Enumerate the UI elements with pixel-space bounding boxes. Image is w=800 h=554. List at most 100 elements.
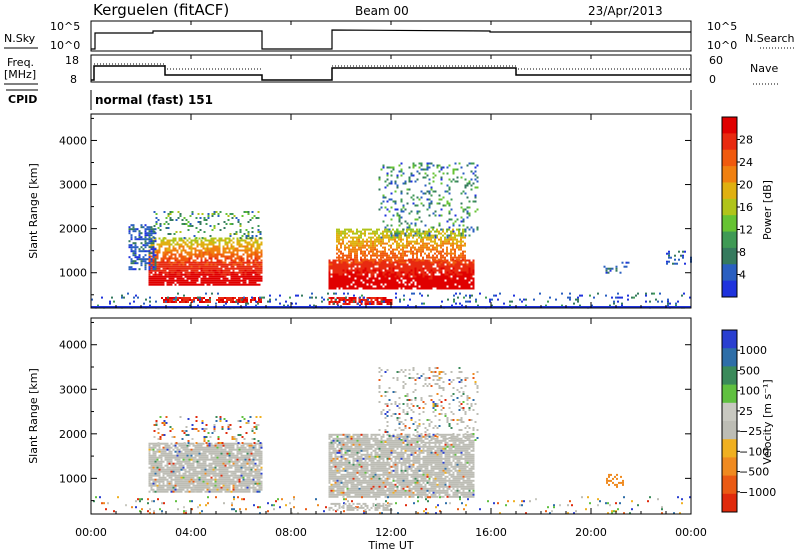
- echo-cell: [190, 261, 193, 264]
- echo-cell: [356, 250, 358, 253]
- echo-cell: [164, 261, 167, 264]
- echo-cell: [169, 217, 172, 219]
- echo-cell: [340, 267, 343, 270]
- echo-cell: [164, 241, 167, 244]
- echo-cell: [432, 275, 435, 278]
- echo-cell: [374, 242, 376, 245]
- echo-cell: [154, 444, 157, 447]
- echo-cell: [452, 222, 455, 225]
- echo-cell: [258, 269, 261, 272]
- echo-cell: [342, 277, 345, 280]
- echo-cell: [218, 470, 221, 473]
- echo-cell: [146, 258, 149, 261]
- echo-cell: [386, 178, 389, 181]
- echo-cell: [190, 263, 193, 266]
- echo-cell: [452, 228, 454, 231]
- echo-cell: [390, 206, 393, 209]
- echo-cell: [241, 298, 243, 301]
- echo-cell: [336, 283, 339, 286]
- echo-cell: [374, 248, 376, 251]
- echo-cell: [258, 265, 261, 268]
- echo-cell: [130, 238, 133, 241]
- echo-cell: [456, 279, 459, 282]
- echo-cell: [222, 464, 225, 467]
- echo-cell: [348, 301, 351, 303]
- echo-cell: [348, 256, 350, 259]
- echo-cell: [222, 462, 225, 465]
- echo-cell: [218, 249, 221, 252]
- echo-cell: [154, 260, 157, 263]
- echo-cell: [412, 250, 414, 253]
- echo-cell: [160, 279, 163, 282]
- echo-cell: [144, 244, 147, 247]
- echo-cell: [416, 210, 419, 213]
- echo-cell: [148, 456, 151, 459]
- echo-cell: [148, 275, 151, 278]
- echo-cell: [228, 442, 231, 445]
- echo-cell: [184, 265, 187, 268]
- echo-cell: [150, 243, 153, 246]
- echo-cell: [180, 454, 183, 457]
- echo-cell: [156, 450, 159, 453]
- echo-cell: [362, 258, 364, 261]
- echo-cell: [461, 304, 463, 307]
- echo-cell: [456, 261, 459, 264]
- echo-cell: [206, 247, 209, 250]
- echo-cell: [406, 202, 409, 205]
- echo-cell: [390, 224, 393, 227]
- echo-cell: [404, 234, 407, 237]
- echo-cell: [196, 267, 199, 270]
- echo-cell: [402, 265, 405, 268]
- echo-cell: [168, 271, 171, 274]
- echo-cell: [200, 253, 203, 256]
- echo-cell: [352, 238, 354, 241]
- echo-cell: [454, 256, 456, 259]
- echo-cell: [232, 269, 235, 272]
- echo-cell: [260, 299, 262, 301]
- echo-cell: [188, 484, 191, 487]
- echo-cell: [224, 456, 227, 459]
- echo-cell: [216, 247, 219, 250]
- echo-cell: [356, 269, 359, 272]
- echo-cell: [202, 275, 205, 278]
- echo-cell: [412, 263, 415, 266]
- echo-cell: [416, 269, 419, 272]
- echo-cell: [611, 296, 613, 299]
- echo-cell: [162, 255, 165, 258]
- echo-cell: [380, 285, 383, 288]
- echo-cell: [436, 246, 438, 249]
- echo-cell: [166, 460, 169, 463]
- echo-cell: [184, 275, 187, 278]
- echo-cell: [158, 444, 161, 447]
- echo-cell: [416, 279, 419, 282]
- echo-cell: [228, 456, 231, 459]
- echo-cell: [408, 279, 411, 282]
- echo-cell: [376, 238, 378, 241]
- echo-cell: [468, 275, 471, 278]
- echo-cell: [426, 162, 429, 165]
- echo-cell: [448, 265, 451, 268]
- echo-cell: [242, 277, 245, 280]
- echo-cell: [438, 263, 441, 266]
- echo-cell: [138, 258, 141, 261]
- echo-cell: [460, 275, 463, 278]
- echo-cell: [224, 267, 227, 270]
- echo-cell: [382, 250, 384, 253]
- echo-cell: [446, 202, 449, 205]
- echo-cell: [408, 265, 411, 268]
- echo-cell: [162, 476, 165, 479]
- echo-cell: [180, 281, 183, 284]
- echo-cell: [220, 470, 223, 473]
- echo-cell: [378, 271, 381, 274]
- echo-cell: [511, 300, 513, 303]
- echo-cell: [214, 450, 217, 453]
- echo-cell: [208, 281, 211, 284]
- echo-cell: [202, 241, 205, 244]
- echo-cell: [166, 482, 169, 485]
- echo-cell: [372, 236, 374, 239]
- echo-cell: [334, 263, 337, 266]
- echo-cell: [267, 300, 269, 303]
- echo-cell: [406, 275, 409, 278]
- echo-cell: [374, 232, 376, 235]
- echo-cell: [204, 269, 207, 272]
